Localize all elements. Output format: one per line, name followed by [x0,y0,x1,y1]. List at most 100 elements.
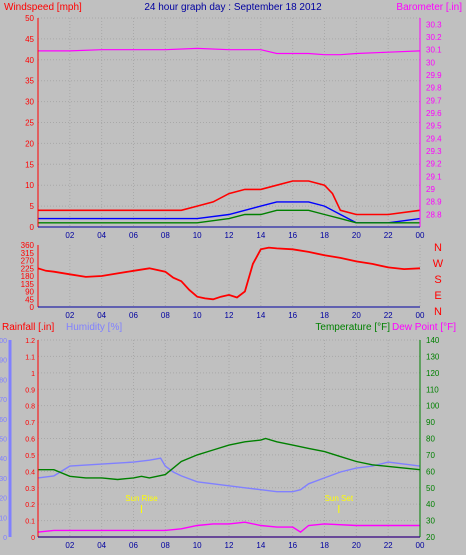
temperature-tick-label: 140 [426,336,440,345]
barometer-line [38,47,421,56]
x-tick-label: 22 [384,541,393,550]
barometer-tick-label: 29.2 [426,160,442,169]
x-tick-label: 08 [161,311,170,320]
direction-tick-label: 315 [21,249,35,258]
humidity-tick-label: 0 [3,535,7,542]
x-tick-label: 04 [97,311,106,320]
x-tick-label: 02 [65,311,74,320]
green-wind-line [38,209,420,224]
humidity-line [37,457,421,493]
x-tick-label: 12 [225,541,234,550]
temperature-tick-label: 20 [426,533,435,542]
direction-tick-label: 90 [25,288,34,297]
temperature-axis-label: Temperature [°F] [315,322,390,333]
temperature-tick-label: 40 [426,500,435,509]
dewpoint-line [37,521,420,533]
x-tick-label: 10 [193,541,202,550]
barometer-tick-label: 29.4 [426,134,442,143]
rainfall-axis-label: Rainfall [.in] [2,322,54,333]
compass-label: E [434,290,441,302]
humidity-tick-label: 70 [0,397,7,404]
windspeed-tick-label: 35 [25,77,34,86]
x-tick-label: 00 [416,311,425,320]
x-tick-label: 00 [416,541,425,550]
x-tick-label: 20 [352,311,361,320]
rainfall-tick-label: 1.2 [25,338,35,345]
direction-tick-label: 135 [21,280,35,289]
windspeed-axis-label: Windspeed [mph] [4,2,82,13]
temperature-tick-label: 120 [426,369,440,378]
humidity-tick-label: 80 [0,377,7,384]
rainfall-tick-label: 0.6 [25,437,35,444]
windspeed-tick-label: 0 [30,223,35,232]
rainfall-tick-label: 0.1 [25,519,35,526]
x-tick-label: 16 [288,541,297,550]
windspeed-tick-label: 15 [25,160,34,169]
barometer-tick-label: 28.9 [426,198,442,207]
temperature-tick-label: 100 [426,402,440,411]
rainfall-tick-label: 1.1 [25,354,35,361]
barometer-tick-label: 29.1 [426,172,442,181]
temperature-tick-label: 90 [426,418,435,427]
rainfall-tick-label: 0.9 [25,387,35,394]
windspeed-tick-label: 30 [25,98,34,107]
x-tick-label: 08 [161,541,170,550]
windspeed-tick-label: 50 [25,14,34,23]
temperature-tick-label: 110 [426,385,439,394]
temperature-tick-label: 70 [426,451,435,460]
barometer-tick-label: 29.3 [426,147,442,156]
compass-label: W [433,258,444,270]
direction-tick-label: 270 [21,257,35,266]
barometer-tick-label: 29.9 [426,71,442,80]
barometer-axis-label: Barometer [.in] [396,2,462,13]
x-tick-label: 20 [352,541,361,550]
barometer-tick-label: 29.7 [426,96,442,105]
x-tick-label: 10 [193,231,202,240]
barometer-tick-label: 30.2 [426,33,442,42]
humidity-tick-label: 50 [0,437,7,444]
windspeed-tick-label: 45 [25,35,34,44]
barometer-tick-label: 28.8 [426,210,442,219]
x-tick-label: 06 [129,231,138,240]
x-tick-label: 14 [256,231,265,240]
rainfall-tick-label: 0.3 [25,486,35,493]
x-tick-label: 00 [416,231,425,240]
rainfall-tick-label: 0.8 [25,404,35,411]
direction-tick-label: 360 [21,241,35,250]
humidity-tick-label: 100 [0,338,7,345]
humidity-tick-label: 60 [0,417,7,424]
axes: 0 5 10 15 20 25 30 35 40 45 50 28.8 28.9 29 29.1 29.2 29… [25,14,442,240]
x-tick-label: 02 [65,231,74,240]
x-tick-label: 18 [320,231,329,240]
x-tick-label: 02 [65,541,74,550]
chart-title: 24 hour graph day : September 18 2012 [144,2,322,13]
compass-label: N [434,306,442,318]
humidity-tick-label: 20 [0,496,7,503]
sun-label: Sun Rise [125,494,158,503]
rainfall-tick-label: 0.7 [25,420,35,427]
direction-tick-label: 225 [21,264,35,273]
x-tick-label: 12 [225,311,234,320]
wind-direction-line [37,246,421,301]
temperature-tick-label: 60 [426,467,435,476]
rainfall-tick-label: 0.4 [25,469,35,476]
average-wind-line [38,201,421,224]
x-tick-label: 04 [97,541,106,550]
axes: 010203040506070809010000.10.20.30.40.50.… [0,336,440,550]
humidity-tick-label: 30 [0,476,7,483]
x-tick-label: 22 [384,231,393,240]
direction-tick-label: 0 [30,303,35,312]
rain-humidity-temperature-panel: 010203040506070809010000.10.20.30.40.50.… [0,322,456,550]
humidity-tick-label: 10 [0,515,7,522]
x-tick-label: 22 [384,311,393,320]
x-tick-label: 14 [256,311,265,320]
sun-label: Sun Set [325,494,354,503]
humidity-tick-label: 90 [0,358,7,365]
windspeed-tick-label: 20 [25,139,34,148]
series-layer [38,47,421,224]
x-tick-label: 16 [288,231,297,240]
windspeed-tick-label: 40 [25,56,34,65]
